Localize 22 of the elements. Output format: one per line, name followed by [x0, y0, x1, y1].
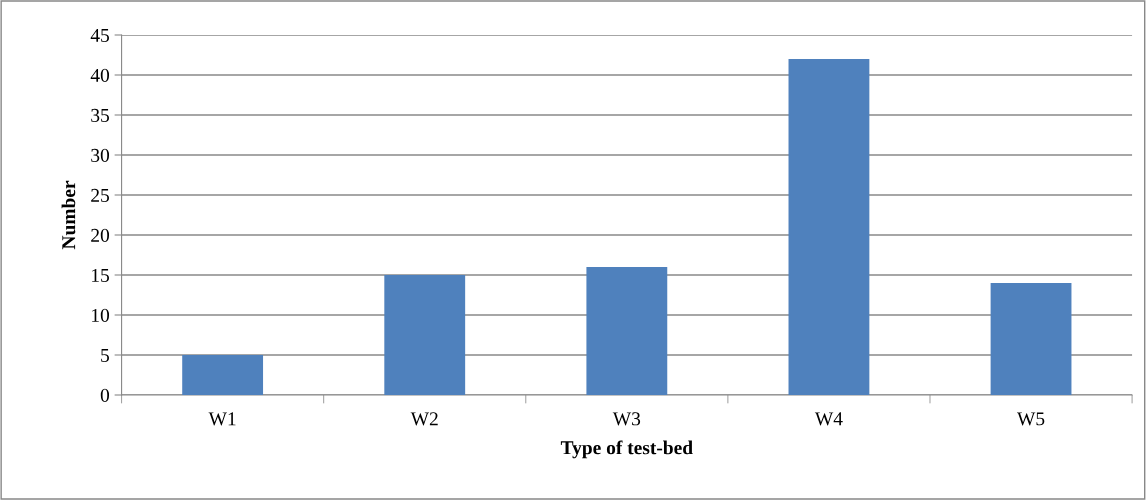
- bar: [182, 355, 264, 395]
- bar: [788, 59, 870, 395]
- x-tick-label: W5: [1017, 412, 1045, 426]
- y-tick-label: 35: [91, 108, 110, 122]
- y-tick-label: 10: [92, 308, 110, 322]
- x-tick-label: W4: [814, 412, 843, 426]
- x-axis-title: Type of test-bed: [560, 440, 693, 459]
- y-tick-label: 5: [101, 349, 110, 362]
- x-tick-label: W1: [208, 412, 236, 426]
- y-tick-label: 25: [91, 188, 110, 202]
- y-tick-label: 45: [90, 28, 110, 42]
- y-tick-label: 20: [91, 228, 110, 242]
- y-tick-label: 0: [100, 388, 110, 402]
- y-tick-label: 30: [91, 148, 110, 162]
- y-tick-label: 15: [92, 268, 110, 282]
- y-tick-label: 40: [90, 68, 110, 82]
- y-axis-title: Number: [61, 180, 76, 250]
- bar: [384, 275, 466, 395]
- x-tick-label: W2: [410, 412, 438, 426]
- bar: [586, 267, 668, 395]
- bar: [990, 283, 1072, 395]
- x-tick-label: W3: [612, 412, 641, 426]
